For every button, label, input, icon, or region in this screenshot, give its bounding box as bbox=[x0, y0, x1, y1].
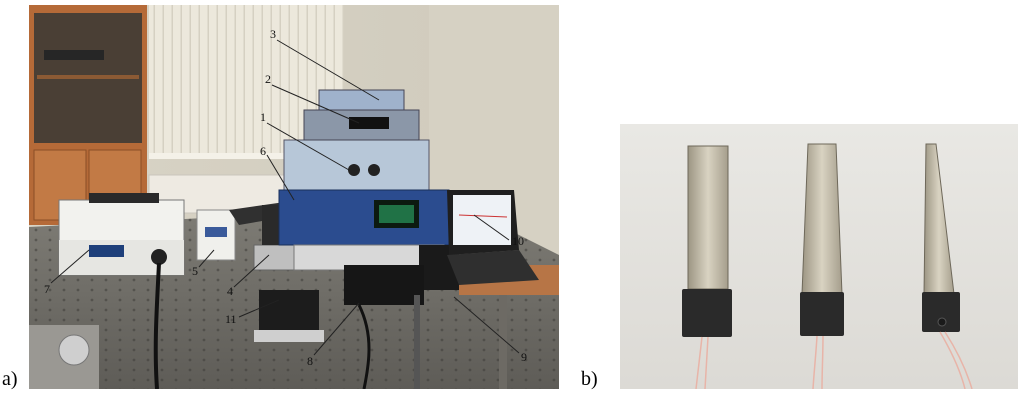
callout-10: 10 bbox=[512, 234, 524, 248]
cantilever-samples-photo bbox=[620, 124, 1018, 389]
callout-4: 4 bbox=[227, 284, 233, 298]
callout-3: 3 bbox=[270, 27, 276, 41]
sample-tapered bbox=[800, 143, 844, 389]
callout-8: 8 bbox=[307, 354, 313, 368]
callout-9: 9 bbox=[521, 350, 527, 364]
lab-setup-photo: 3 2 1 6 10 7 5 4 11 8 9 bbox=[29, 5, 559, 389]
panel-b-label: b) bbox=[581, 368, 598, 390]
panel-a-label: a) bbox=[2, 368, 18, 390]
callout-7: 7 bbox=[44, 282, 50, 296]
callout-1: 1 bbox=[260, 110, 266, 124]
callout-5: 5 bbox=[192, 264, 198, 278]
callout-6: 6 bbox=[260, 144, 266, 158]
sample-triangular bbox=[922, 143, 973, 389]
callout-2: 2 bbox=[265, 72, 271, 86]
callout-11: 11 bbox=[225, 312, 237, 326]
sample-rectangular bbox=[682, 145, 732, 389]
